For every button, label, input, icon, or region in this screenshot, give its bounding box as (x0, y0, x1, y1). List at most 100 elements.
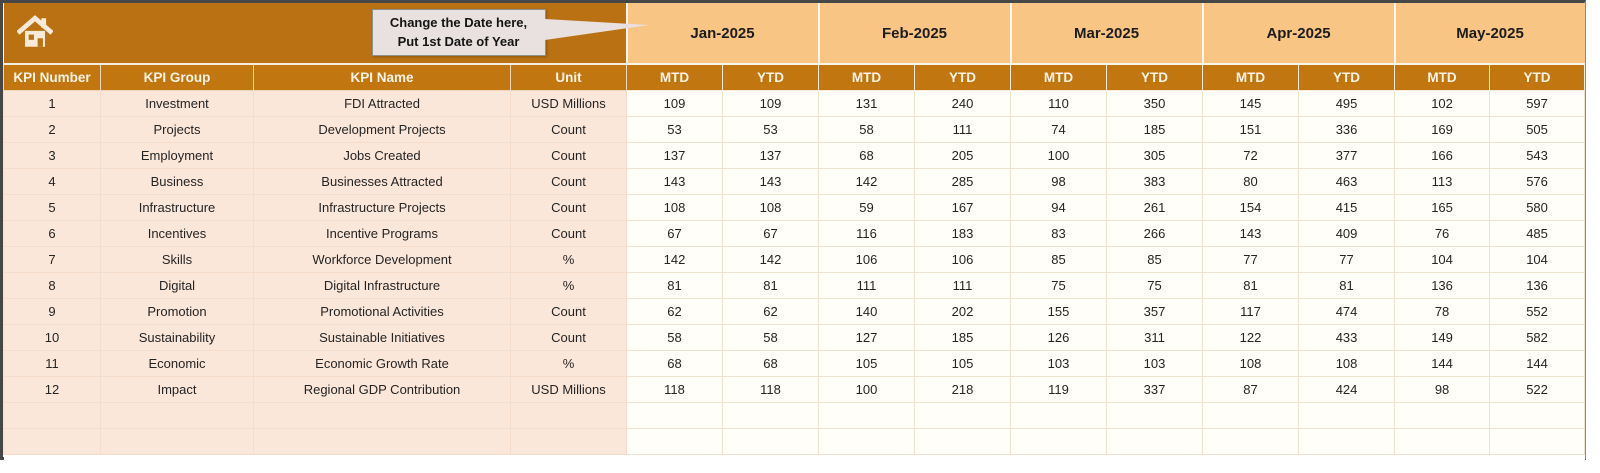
month-header[interactable]: May-2025 (1395, 3, 1585, 64)
cell-value[interactable]: 85 (1011, 247, 1107, 273)
cell-value[interactable]: 87 (1203, 377, 1299, 403)
cell-value[interactable]: 53 (627, 117, 723, 143)
cell-value[interactable]: 143 (1203, 221, 1299, 247)
cell-value[interactable]: 495 (1299, 91, 1395, 117)
cell-value[interactable]: 155 (1011, 299, 1107, 325)
cell-value[interactable]: 59 (819, 195, 915, 221)
cell-value[interactable]: 166 (1395, 143, 1490, 169)
cell-value[interactable]: 136 (1395, 273, 1490, 299)
cell-value[interactable]: 140 (819, 299, 915, 325)
cell-value[interactable]: 104 (1395, 247, 1490, 273)
cell-value[interactable]: 77 (1203, 247, 1299, 273)
cell-empty[interactable] (1203, 429, 1299, 455)
cell-unit[interactable]: % (511, 247, 627, 273)
month-header[interactable]: Jan-2025 (627, 3, 819, 64)
cell-kpi-group[interactable]: Sustainability (101, 325, 254, 351)
cell-kpi-name[interactable]: Businesses Attracted (254, 169, 511, 195)
cell-value[interactable]: 142 (819, 169, 915, 195)
cell-value[interactable]: 53 (723, 117, 819, 143)
cell-value[interactable]: 474 (1299, 299, 1395, 325)
cell-empty[interactable] (1299, 429, 1395, 455)
cell-kpi-name[interactable]: Economic Growth Rate (254, 351, 511, 377)
cell-value[interactable]: 108 (723, 195, 819, 221)
cell-value[interactable]: 72 (1203, 143, 1299, 169)
cell-kpi-number[interactable]: 5 (4, 195, 101, 221)
month-header[interactable]: Apr-2025 (1203, 3, 1395, 64)
cell-value[interactable]: 58 (723, 325, 819, 351)
cell-value[interactable]: 75 (1107, 273, 1203, 299)
cell-value[interactable]: 205 (915, 143, 1011, 169)
cell-value[interactable]: 424 (1299, 377, 1395, 403)
cell-value[interactable]: 100 (1011, 143, 1107, 169)
cell-empty[interactable] (819, 403, 915, 429)
cell-value[interactable]: 582 (1490, 325, 1585, 351)
cell-empty[interactable] (627, 403, 723, 429)
home-icon[interactable] (17, 14, 53, 52)
cell-value[interactable]: 62 (627, 299, 723, 325)
cell-value[interactable]: 433 (1299, 325, 1395, 351)
cell-kpi-group[interactable]: Business (101, 169, 254, 195)
cell-value[interactable]: 142 (723, 247, 819, 273)
cell-value[interactable]: 305 (1107, 143, 1203, 169)
cell-empty[interactable] (1107, 403, 1203, 429)
cell-empty[interactable] (4, 403, 101, 429)
cell-value[interactable]: 415 (1299, 195, 1395, 221)
cell-value[interactable]: 118 (723, 377, 819, 403)
cell-value[interactable]: 98 (1395, 377, 1490, 403)
cell-value[interactable]: 111 (819, 273, 915, 299)
cell-value[interactable]: 185 (915, 325, 1011, 351)
cell-empty[interactable] (254, 403, 511, 429)
cell-value[interactable]: 337 (1107, 377, 1203, 403)
cell-value[interactable]: 580 (1490, 195, 1585, 221)
month-header[interactable]: Feb-2025 (819, 3, 1011, 64)
cell-empty[interactable] (101, 429, 254, 455)
cell-value[interactable]: 102 (1395, 91, 1490, 117)
cell-kpi-number[interactable]: 11 (4, 351, 101, 377)
cell-value[interactable]: 98 (1011, 169, 1107, 195)
cell-empty[interactable] (1011, 403, 1107, 429)
cell-empty[interactable] (915, 403, 1011, 429)
cell-kpi-number[interactable]: 4 (4, 169, 101, 195)
cell-empty[interactable] (1490, 429, 1585, 455)
cell-value[interactable]: 108 (627, 195, 723, 221)
cell-value[interactable]: 266 (1107, 221, 1203, 247)
cell-value[interactable]: 81 (1203, 273, 1299, 299)
cell-value[interactable]: 77 (1299, 247, 1395, 273)
cell-value[interactable]: 80 (1203, 169, 1299, 195)
cell-value[interactable]: 131 (819, 91, 915, 117)
cell-value[interactable]: 167 (915, 195, 1011, 221)
cell-unit[interactable]: % (511, 273, 627, 299)
cell-empty[interactable] (627, 429, 723, 455)
cell-kpi-group[interactable]: Impact (101, 377, 254, 403)
cell-value[interactable]: 142 (627, 247, 723, 273)
cell-empty[interactable] (511, 429, 627, 455)
cell-value[interactable]: 144 (1490, 351, 1585, 377)
cell-empty[interactable] (1395, 403, 1490, 429)
cell-kpi-name[interactable]: Incentive Programs (254, 221, 511, 247)
cell-value[interactable]: 113 (1395, 169, 1490, 195)
cell-value[interactable]: 137 (723, 143, 819, 169)
cell-kpi-group[interactable]: Incentives (101, 221, 254, 247)
cell-value[interactable]: 106 (819, 247, 915, 273)
cell-value[interactable]: 58 (819, 117, 915, 143)
cell-value[interactable]: 136 (1490, 273, 1585, 299)
cell-empty[interactable] (723, 429, 819, 455)
cell-kpi-name[interactable]: Infrastructure Projects (254, 195, 511, 221)
cell-value[interactable]: 261 (1107, 195, 1203, 221)
cell-value[interactable]: 75 (1011, 273, 1107, 299)
cell-value[interactable]: 111 (915, 117, 1011, 143)
cell-empty[interactable] (101, 403, 254, 429)
cell-kpi-name[interactable]: Digital Infrastructure (254, 273, 511, 299)
cell-value[interactable]: 183 (915, 221, 1011, 247)
cell-value[interactable]: 126 (1011, 325, 1107, 351)
cell-value[interactable]: 103 (1107, 351, 1203, 377)
cell-unit[interactable]: Count (511, 195, 627, 221)
cell-kpi-group[interactable]: Employment (101, 143, 254, 169)
cell-value[interactable]: 116 (819, 221, 915, 247)
cell-value[interactable]: 83 (1011, 221, 1107, 247)
cell-unit[interactable]: USD Millions (511, 377, 627, 403)
cell-value[interactable]: 67 (723, 221, 819, 247)
cell-value[interactable]: 103 (1011, 351, 1107, 377)
cell-value[interactable]: 185 (1107, 117, 1203, 143)
cell-value[interactable]: 149 (1395, 325, 1490, 351)
